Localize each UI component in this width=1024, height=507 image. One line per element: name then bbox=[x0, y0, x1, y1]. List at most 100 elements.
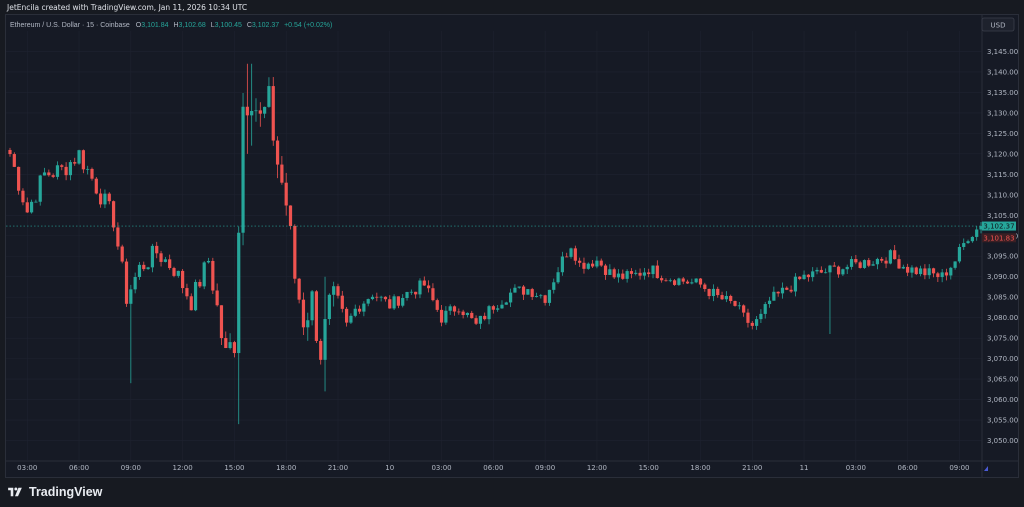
candle-body bbox=[949, 267, 953, 276]
candle-body bbox=[232, 342, 237, 354]
candle-body bbox=[448, 306, 452, 311]
price-tick-label: 3,115.00 bbox=[987, 171, 1018, 179]
time-tick-label: 15:00 bbox=[639, 464, 659, 472]
price-chart[interactable]: Ethereum / U.S. Dollar · 15 · Coinbase O… bbox=[6, 15, 1018, 477]
candle-body bbox=[772, 291, 776, 301]
candle-body bbox=[77, 150, 81, 164]
candle-body bbox=[677, 278, 681, 285]
candle-body bbox=[17, 166, 21, 191]
candle-body bbox=[806, 274, 810, 278]
candle-body bbox=[90, 168, 94, 179]
candle-body bbox=[375, 296, 379, 298]
time-tick-label: 09:00 bbox=[121, 464, 141, 472]
scroll-corner-icon[interactable] bbox=[984, 466, 988, 471]
candle-body bbox=[754, 319, 759, 326]
candle-body bbox=[293, 225, 297, 279]
candle-body bbox=[116, 227, 120, 247]
candle-body bbox=[345, 308, 349, 323]
candle-body bbox=[651, 265, 655, 275]
candle-body bbox=[629, 271, 634, 274]
candle-body bbox=[836, 266, 841, 275]
candle-body bbox=[133, 277, 137, 290]
candle-body bbox=[150, 245, 155, 268]
candle-body bbox=[129, 289, 133, 304]
secondary-price-tag: 3,101.83 bbox=[982, 233, 1016, 243]
time-tick-label: 12:00 bbox=[587, 464, 607, 472]
candle-body bbox=[176, 270, 180, 276]
candle-body bbox=[86, 168, 90, 170]
candle-body bbox=[690, 282, 694, 284]
candle-body bbox=[672, 280, 677, 285]
creator-line: JetEncila created with TradingView.com, … bbox=[7, 3, 248, 12]
candle-body bbox=[323, 319, 327, 360]
price-tick-label: 3,140.00 bbox=[987, 68, 1018, 76]
candle-body bbox=[647, 272, 651, 275]
candle-body bbox=[38, 175, 42, 202]
candle-body bbox=[849, 259, 854, 267]
candle-body bbox=[793, 276, 798, 292]
price-tick-label: 3,135.00 bbox=[987, 89, 1018, 97]
time-tick-label: 03:00 bbox=[431, 464, 451, 472]
candle-body bbox=[202, 262, 206, 287]
price-tick-label: 3,055.00 bbox=[987, 417, 1018, 425]
candle-body bbox=[750, 322, 754, 326]
currency-label[interactable]: USD bbox=[991, 22, 1006, 30]
brand-name: TradingView bbox=[29, 485, 103, 499]
time-axis: 03:00 06:00 09:00 12:00 15:00 18:00 21:00 10 03:… bbox=[17, 464, 969, 472]
candle-body bbox=[107, 193, 111, 202]
candle-body bbox=[405, 291, 409, 299]
candle-body bbox=[258, 110, 262, 114]
candle-body bbox=[660, 278, 664, 281]
candle-body bbox=[332, 286, 336, 295]
candle-body bbox=[819, 269, 823, 273]
price-tick-label: 3,060.00 bbox=[987, 396, 1018, 404]
candle-body bbox=[875, 258, 880, 265]
candle-body bbox=[685, 281, 690, 284]
candle-body bbox=[509, 292, 513, 303]
price-tick-label: 3,050.00 bbox=[987, 437, 1018, 445]
candle-body bbox=[927, 268, 931, 276]
candle-body bbox=[612, 269, 616, 278]
candle-body bbox=[181, 270, 185, 289]
candle-body bbox=[362, 303, 366, 312]
candle-body bbox=[655, 265, 659, 279]
candle-body bbox=[888, 250, 892, 264]
candle-body bbox=[12, 154, 16, 167]
candle-body bbox=[703, 284, 707, 290]
candle-body bbox=[737, 305, 741, 307]
candle-body bbox=[975, 229, 979, 237]
candle-body bbox=[746, 312, 750, 323]
candle-body bbox=[500, 304, 504, 309]
candle-body bbox=[880, 258, 884, 261]
candle-body bbox=[120, 246, 124, 262]
candle-body bbox=[513, 287, 517, 293]
candle-body bbox=[811, 271, 815, 278]
candle-body bbox=[560, 256, 564, 273]
candle-body bbox=[578, 260, 582, 263]
candle-body bbox=[634, 272, 638, 274]
candle-body bbox=[789, 289, 793, 292]
candle-body bbox=[336, 286, 340, 296]
candle-body bbox=[327, 294, 331, 320]
candle-body bbox=[241, 106, 245, 233]
candle-body bbox=[297, 278, 301, 300]
time-tick-label: 11 bbox=[800, 464, 809, 472]
candle-body bbox=[841, 269, 845, 275]
candle-body bbox=[370, 296, 375, 300]
footer-brand[interactable]: TradingView bbox=[6, 484, 102, 500]
candle-body bbox=[301, 299, 306, 328]
price-tick-label: 3,145.00 bbox=[987, 48, 1018, 56]
candle-body bbox=[616, 273, 621, 278]
candle-body bbox=[621, 273, 625, 279]
time-tick-label: 03:00 bbox=[17, 464, 37, 472]
price-tick-label: 3,120.00 bbox=[987, 150, 1018, 158]
price-tick-label: 3,085.00 bbox=[987, 294, 1018, 302]
candle-body bbox=[496, 308, 500, 310]
candle-body bbox=[664, 280, 668, 282]
candle-body bbox=[729, 295, 733, 302]
candle-body bbox=[401, 298, 405, 306]
price-tick-label: 3,080.00 bbox=[987, 314, 1018, 322]
candle-body bbox=[763, 304, 767, 314]
currency-box[interactable] bbox=[981, 17, 1015, 32]
candle-body bbox=[923, 268, 927, 276]
